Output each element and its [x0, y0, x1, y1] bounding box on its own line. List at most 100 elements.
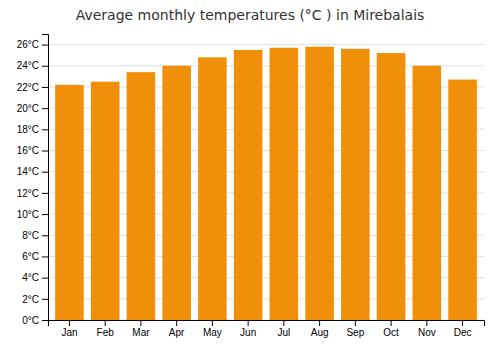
tick: Oct — [383, 320, 399, 338]
tick-label: Feb — [97, 327, 115, 338]
tick-mark — [69, 320, 70, 326]
tick: 14°C — [17, 166, 48, 177]
tick-mark — [42, 256, 48, 257]
bar — [341, 49, 370, 320]
tick-mark — [42, 108, 48, 109]
y-axis: 0°C 2°C 4°C 6°C 8°C 10°C 12°C 14°C 16°C 18°C 20°C 2… — [17, 35, 49, 326]
tick: 12°C — [17, 188, 48, 199]
tick: 4°C — [22, 272, 48, 283]
tick-label: 14°C — [17, 166, 39, 177]
tick-label: 8°C — [22, 230, 39, 241]
tick-label: 2°C — [22, 294, 39, 305]
tick-label: Jul — [277, 327, 290, 338]
tick: 18°C — [17, 124, 48, 135]
tick-label: 18°C — [17, 124, 39, 135]
tick: Jul — [277, 320, 290, 338]
tick-mark — [42, 278, 48, 279]
bar — [305, 47, 334, 320]
tick-label: Jun — [240, 327, 256, 338]
tick-label: 6°C — [22, 251, 39, 262]
tick: 10°C — [17, 209, 48, 220]
tick-mark — [42, 172, 48, 173]
tick: Aug — [311, 320, 329, 338]
bars — [55, 47, 477, 320]
bar — [234, 50, 263, 320]
tick-label: 24°C — [17, 60, 39, 71]
tick-mark — [283, 320, 284, 326]
tick: May — [203, 320, 222, 338]
grid — [48, 45, 484, 320]
axis-line — [49, 321, 485, 327]
tick: Jun — [240, 320, 256, 338]
tick-mark — [355, 320, 356, 326]
tick: Mar — [132, 320, 150, 338]
tick-label: 0°C — [22, 315, 39, 326]
bar — [198, 57, 227, 320]
bar — [413, 66, 442, 320]
tick-label: 22°C — [17, 82, 39, 93]
tick-mark — [42, 87, 48, 88]
tick-label: Oct — [383, 327, 399, 338]
tick-label: Apr — [169, 327, 185, 338]
tick: 6°C — [22, 251, 48, 262]
bar — [91, 82, 120, 320]
bar — [55, 85, 84, 320]
tick-label: Sep — [346, 327, 364, 338]
tick-label: 26°C — [17, 39, 39, 50]
tick-mark — [42, 45, 48, 46]
tick-mark — [248, 320, 249, 326]
tick: 20°C — [17, 103, 48, 114]
tick-label: Nov — [418, 327, 436, 338]
tick: Feb — [97, 320, 115, 338]
tick-label: Mar — [132, 327, 150, 338]
tick-mark — [42, 151, 48, 152]
tick: 26°C — [17, 39, 48, 50]
axis-line — [42, 35, 49, 321]
tick-mark — [42, 299, 48, 300]
bar — [377, 53, 406, 320]
tick-mark — [105, 320, 106, 326]
tick-label: 20°C — [17, 103, 39, 114]
tick: 22°C — [17, 82, 48, 93]
tick-mark — [426, 320, 427, 326]
bar — [270, 48, 299, 320]
title: Average monthly temperatures (°C ) in Mi… — [76, 7, 425, 23]
tick-label: Aug — [311, 327, 329, 338]
x-axis: Jan Feb Mar Apr May Jun Jul Aug Sep Oct Nov Dec — [49, 320, 485, 338]
tick-mark — [42, 66, 48, 67]
tick-label: May — [203, 327, 222, 338]
tick: 24°C — [17, 60, 48, 71]
tick-mark — [42, 214, 48, 215]
tick: Dec — [454, 320, 472, 338]
tick: Nov — [418, 320, 436, 338]
tick-label: 10°C — [17, 209, 39, 220]
tick-mark — [391, 320, 392, 326]
tick: Apr — [169, 320, 185, 338]
tick: Jan — [61, 320, 77, 338]
plot: 0°C 2°C 4°C 6°C 8°C 10°C 12°C 14°C 16°C 18°C 20°C 2… — [17, 35, 485, 339]
tick-mark — [140, 320, 141, 326]
bar — [448, 80, 477, 320]
tick: 2°C — [22, 294, 48, 305]
bar — [127, 72, 156, 320]
tick-label: Dec — [454, 327, 472, 338]
bar — [162, 66, 191, 320]
tick-mark — [42, 235, 48, 236]
tick-mark — [42, 193, 48, 194]
tick-label: Jan — [61, 327, 77, 338]
tick: 8°C — [22, 230, 48, 241]
tick-mark — [42, 320, 48, 321]
tick-mark — [319, 320, 320, 326]
tick: Sep — [346, 320, 364, 338]
tick-label: 16°C — [17, 145, 39, 156]
tick-mark — [176, 320, 177, 326]
grid-line — [48, 44, 484, 45]
tick-mark — [462, 320, 463, 326]
tick: 16°C — [17, 145, 48, 156]
tick-mark — [212, 320, 213, 326]
tick-label: 4°C — [22, 272, 39, 283]
chart: Average monthly temperatures (°C ) in Mi… — [0, 0, 500, 350]
tick-mark — [42, 129, 48, 130]
tick: 0°C — [22, 315, 48, 326]
tick-label: 12°C — [17, 188, 39, 199]
